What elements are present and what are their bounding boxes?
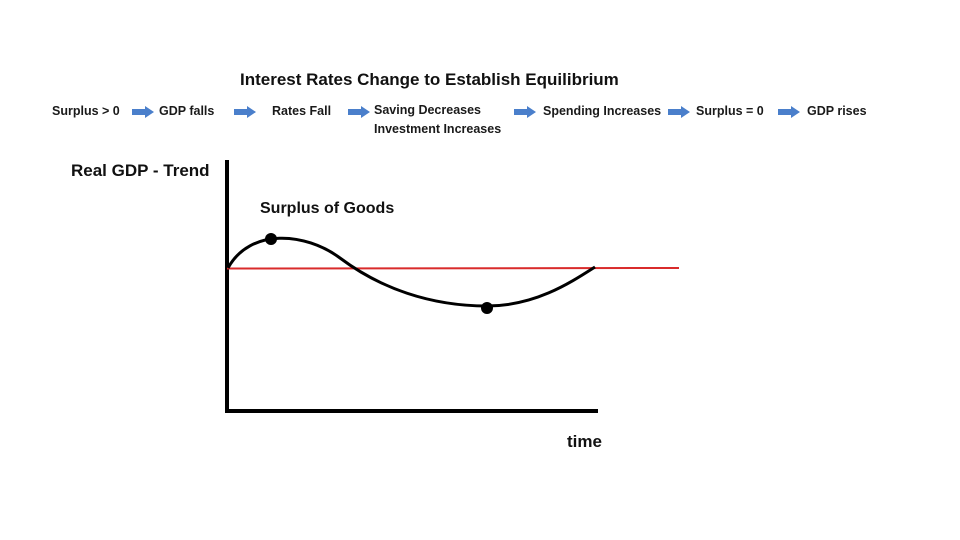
surplus-annotation: Surplus of Goods — [260, 200, 395, 217]
right-arrow-icon — [514, 106, 536, 118]
diagram-title: Interest Rates Change to Establish Equil… — [240, 70, 619, 89]
trend-line — [226, 267, 680, 270]
right-arrow-icon — [668, 106, 690, 118]
flow-arrow-2 — [234, 106, 256, 118]
peak-point — [265, 233, 277, 245]
right-arrow-icon — [778, 106, 800, 118]
flow-step-surplus-zero: Surplus = 0 — [696, 104, 764, 118]
flow-step-saving-decreases: Saving Decreases — [374, 103, 482, 117]
flow-arrow-3 — [348, 106, 370, 118]
flow-step-gdp-rises: GDP rises — [807, 104, 867, 118]
flow-step-investment-increases: Investment Increases — [374, 122, 502, 136]
flow-step-rates-fall: Rates Fall — [272, 104, 332, 118]
right-arrow-icon — [348, 106, 370, 118]
right-arrow-icon — [234, 106, 256, 118]
x-axis-label: time — [567, 432, 602, 451]
flow-arrow-6 — [778, 106, 800, 118]
trough-point — [481, 302, 493, 314]
flow-arrow-1 — [132, 106, 154, 118]
right-arrow-icon — [132, 106, 154, 118]
gdp-curve — [226, 236, 596, 308]
y-axis-label: Real GDP - Trend — [71, 161, 210, 180]
flow-arrow-5 — [668, 106, 690, 118]
flow-step-surplus-positive: Surplus > 0 — [52, 104, 120, 118]
flow-arrow-4 — [514, 106, 536, 118]
flow-step-spending-increases: Spending Increases — [543, 104, 662, 118]
flow-step-gdp-falls: GDP falls — [159, 104, 215, 118]
